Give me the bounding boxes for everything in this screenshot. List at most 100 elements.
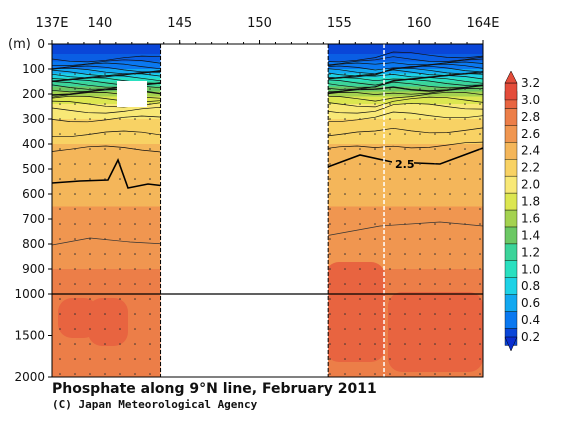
colorbar-swatch (504, 82, 518, 101)
dot (74, 208, 76, 210)
dot (59, 208, 61, 210)
dot (59, 118, 61, 120)
dot (479, 388, 481, 390)
dot (464, 133, 466, 135)
y-tick-label: 200 (22, 87, 45, 101)
dot (404, 88, 406, 90)
dot (149, 178, 151, 180)
dot (449, 88, 451, 90)
dot (104, 298, 106, 300)
dot (449, 388, 451, 390)
dot (74, 298, 76, 300)
dot (134, 133, 136, 135)
dot (344, 343, 346, 345)
dot (404, 208, 406, 210)
dot (89, 148, 91, 150)
dot (479, 373, 481, 375)
dot (59, 223, 61, 225)
dot (389, 133, 391, 135)
dot (449, 253, 451, 255)
dot (434, 313, 436, 315)
dot (344, 283, 346, 285)
dot (119, 373, 121, 375)
dot (464, 343, 466, 345)
dot (419, 373, 421, 375)
dot (404, 103, 406, 105)
x-tick-label: 160 (407, 16, 432, 31)
depth-unit-label: (m) (8, 37, 31, 52)
dot (149, 193, 151, 195)
dot (74, 223, 76, 225)
dot (419, 163, 421, 165)
dot (479, 223, 481, 225)
dot (419, 343, 421, 345)
dot (434, 88, 436, 90)
contour-label-group: 2.5 (392, 157, 415, 171)
dot (89, 268, 91, 270)
colorbar-label: 0.2 (521, 330, 540, 344)
x-tick-label: 150 (247, 16, 272, 31)
dot (149, 133, 151, 135)
dot (329, 163, 331, 165)
y-tick-label: 0 (37, 37, 45, 51)
dot (434, 283, 436, 285)
dot (89, 163, 91, 165)
missing-data-patch (117, 81, 147, 107)
dot (404, 253, 406, 255)
dot (104, 268, 106, 270)
dot (404, 148, 406, 150)
dot (479, 268, 481, 270)
dot (104, 328, 106, 330)
dot (464, 268, 466, 270)
dot (134, 178, 136, 180)
dot (374, 88, 376, 90)
dot (374, 373, 376, 375)
dot (449, 133, 451, 135)
dot (374, 118, 376, 120)
colorbar-swatch (504, 294, 518, 312)
dot (89, 343, 91, 345)
blob-1 (88, 298, 128, 346)
dot (134, 268, 136, 270)
dot (104, 373, 106, 375)
colorbar-swatch (504, 142, 518, 160)
y-tick-label: 1500 (14, 329, 45, 343)
dot (434, 148, 436, 150)
dot (329, 313, 331, 315)
dot (119, 178, 121, 180)
dot (374, 313, 376, 315)
dot (479, 343, 481, 345)
dot (449, 298, 451, 300)
dot (134, 238, 136, 240)
dot (89, 223, 91, 225)
colorbar-label: 2.4 (521, 144, 540, 158)
dot (464, 373, 466, 375)
dot (449, 163, 451, 165)
dot (149, 373, 151, 375)
x-tick-label: 137E (35, 16, 68, 31)
dot (374, 73, 376, 75)
dot (119, 268, 121, 270)
dot (404, 358, 406, 360)
dot (449, 208, 451, 210)
dot (134, 208, 136, 210)
dot (89, 118, 91, 120)
dot (479, 118, 481, 120)
dot (419, 358, 421, 360)
dot (359, 313, 361, 315)
dot (344, 268, 346, 270)
dot (149, 298, 151, 300)
chart-credit: (C) Japan Meteorological Agency (52, 398, 258, 411)
colorbar-bottom-arrow (504, 336, 518, 352)
dot (74, 373, 76, 375)
dot (359, 358, 361, 360)
dot (389, 343, 391, 345)
dot (359, 133, 361, 135)
dot (59, 193, 61, 195)
dot (419, 298, 421, 300)
dot (419, 268, 421, 270)
dot (464, 148, 466, 150)
dot (329, 283, 331, 285)
dot (149, 118, 151, 120)
